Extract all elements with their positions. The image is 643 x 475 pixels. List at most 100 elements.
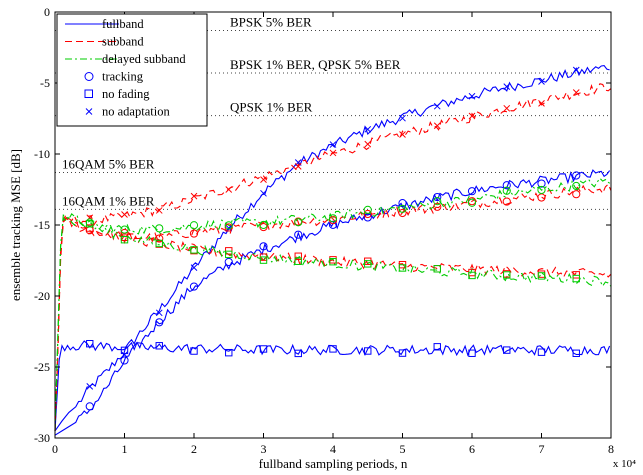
marker-stroke bbox=[399, 131, 406, 138]
marker-stroke bbox=[85, 108, 93, 115]
marker-stroke bbox=[190, 264, 198, 271]
reference-label: BPSK 1% BER, QPSK 5% BER bbox=[230, 57, 401, 72]
series-line-subband-no-fading bbox=[54, 217, 612, 431]
data-point-marker bbox=[224, 223, 233, 232]
x-tick-label: 1 bbox=[122, 442, 128, 456]
series-line-fullband-no-fading bbox=[54, 340, 611, 431]
x-tick-label: 2 bbox=[191, 442, 197, 456]
legend-label: fullband bbox=[102, 17, 144, 31]
x-tick-label: 4 bbox=[330, 442, 336, 456]
data-point-marker bbox=[120, 235, 129, 244]
marker-layer bbox=[85, 66, 581, 411]
x-tick-label: 8 bbox=[608, 442, 614, 456]
data-point-marker bbox=[260, 176, 267, 183]
data-point-marker bbox=[502, 197, 511, 206]
data-point-marker bbox=[155, 309, 163, 317]
y-tick-label: -30 bbox=[34, 431, 50, 445]
data-point-marker bbox=[259, 220, 268, 230]
data-point-marker bbox=[329, 258, 337, 266]
data-point-marker bbox=[537, 185, 546, 195]
reference-label: BPSK 5% BER bbox=[230, 14, 312, 29]
y-tick-label: -20 bbox=[34, 289, 50, 303]
legend-swatch-square bbox=[84, 89, 93, 98]
marker-stroke bbox=[121, 351, 128, 359]
data-point-marker bbox=[190, 347, 198, 355]
data-point-marker bbox=[468, 112, 476, 120]
data-point-marker bbox=[86, 339, 94, 348]
data-point-marker bbox=[190, 264, 198, 271]
data-point-marker bbox=[572, 274, 580, 283]
series-line-fullband-no-adaptation bbox=[54, 65, 610, 432]
data-point-marker bbox=[224, 221, 233, 230]
marker-stroke bbox=[364, 125, 372, 133]
data-point-marker bbox=[190, 192, 198, 200]
reference-label: QPSK 1% BER bbox=[230, 100, 313, 115]
data-point-marker bbox=[260, 189, 267, 197]
y-tick-label: -15 bbox=[34, 218, 50, 232]
data-point-marker bbox=[155, 239, 163, 248]
marker-stroke bbox=[364, 140, 372, 148]
data-point-marker bbox=[189, 221, 199, 230]
data-point-marker bbox=[399, 131, 406, 138]
marker-stroke bbox=[538, 100, 545, 107]
data-point-marker bbox=[433, 202, 442, 211]
y-tick-label: -25 bbox=[34, 360, 50, 374]
reference-label: 16QAM 5% BER bbox=[62, 156, 155, 171]
marker-stroke bbox=[433, 102, 441, 110]
data-point-marker bbox=[538, 78, 545, 85]
data-point-marker bbox=[572, 89, 580, 96]
data-point-marker bbox=[363, 205, 372, 214]
data-point-marker bbox=[537, 179, 546, 188]
data-point-marker bbox=[398, 208, 407, 218]
data-point-marker bbox=[363, 209, 372, 219]
data-point-marker bbox=[364, 125, 372, 133]
x-tick-label: 3 bbox=[261, 442, 267, 456]
data-point-marker bbox=[120, 225, 129, 234]
data-point-marker bbox=[364, 347, 372, 355]
series-line-delayed-subband-tracking bbox=[54, 177, 612, 431]
data-point-marker bbox=[86, 224, 94, 232]
marker-stroke bbox=[433, 122, 441, 130]
marker-stroke bbox=[225, 186, 233, 193]
y-tick-label: -5 bbox=[40, 76, 50, 90]
data-point-marker bbox=[468, 271, 476, 280]
data-point-marker bbox=[294, 252, 302, 260]
marker-stroke bbox=[572, 66, 580, 74]
data-point-marker bbox=[224, 257, 233, 267]
data-point-marker bbox=[538, 100, 545, 107]
data-point-marker bbox=[294, 230, 303, 239]
legend-label: tracking bbox=[102, 70, 144, 84]
data-point-marker bbox=[189, 282, 199, 291]
y-tick-label: 0 bbox=[44, 5, 50, 19]
data-point-marker bbox=[572, 181, 581, 191]
y-axis-label: ensemble tracking MSE [dB] bbox=[8, 149, 23, 301]
data-point-marker bbox=[364, 260, 372, 268]
data-point-marker bbox=[225, 186, 233, 193]
data-point-marker bbox=[155, 224, 164, 233]
data-point-marker bbox=[189, 229, 199, 238]
marker-stroke bbox=[155, 309, 163, 317]
data-point-marker bbox=[398, 204, 407, 213]
legend-label: no adaptation bbox=[102, 105, 170, 119]
data-point-marker bbox=[537, 272, 546, 280]
series-line-fullband-tracking bbox=[54, 169, 611, 436]
marker-stroke bbox=[503, 104, 511, 112]
data-point-marker bbox=[364, 140, 372, 148]
data-point-marker bbox=[294, 218, 303, 227]
data-point-marker bbox=[398, 199, 407, 208]
data-point-marker bbox=[433, 265, 441, 273]
data-point-marker bbox=[503, 346, 511, 354]
data-point-marker bbox=[572, 190, 581, 199]
data-point-marker bbox=[259, 256, 268, 264]
data-point-marker bbox=[120, 356, 129, 365]
data-point-marker bbox=[433, 343, 441, 351]
series-line-delayed-subband-no-fading bbox=[54, 216, 612, 431]
data-point-marker bbox=[225, 250, 233, 259]
data-point-marker bbox=[537, 348, 546, 356]
axes-ticks: 0 1 2 3 4 5 6 7 8 0 -5 -10 -15 -20 -25 -30 bbox=[34, 5, 614, 456]
marker-stroke bbox=[190, 192, 198, 200]
x-tick-label: 0 bbox=[52, 442, 58, 456]
marker-stroke bbox=[468, 92, 476, 100]
legend-label: no fading bbox=[102, 87, 150, 101]
data-point-marker bbox=[502, 186, 511, 195]
